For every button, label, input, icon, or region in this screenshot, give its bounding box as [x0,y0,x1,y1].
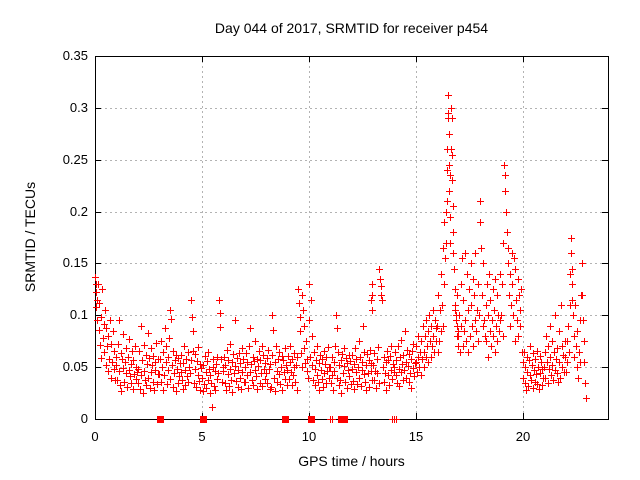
grid-lines [95,56,608,419]
x-tick-label: 20 [515,429,531,444]
y-tick-label: 0 [80,411,88,426]
y-tick-label: 0.05 [62,359,88,374]
y-tick-label: 0.1 [69,307,88,322]
y-tick-label: 0.35 [62,48,88,63]
scatter-points [92,92,590,423]
chart-title: Day 044 of 2017, SRMTID for receiver p45… [214,20,489,36]
y-tick-label: 0.2 [69,204,88,219]
y-tick-label: 0.3 [69,100,88,115]
x-axis-label: GPS time / hours [298,453,405,469]
x-tick-label: 10 [301,429,317,444]
y-tick-label: 0.25 [62,152,88,167]
plot-border [95,56,609,420]
zero-square-markers [157,416,348,423]
y-tick-label: 0.15 [62,255,88,270]
x-tick-label: 15 [408,429,424,444]
x-tick-label: 0 [91,429,99,444]
x-tick-label: 5 [198,429,206,444]
